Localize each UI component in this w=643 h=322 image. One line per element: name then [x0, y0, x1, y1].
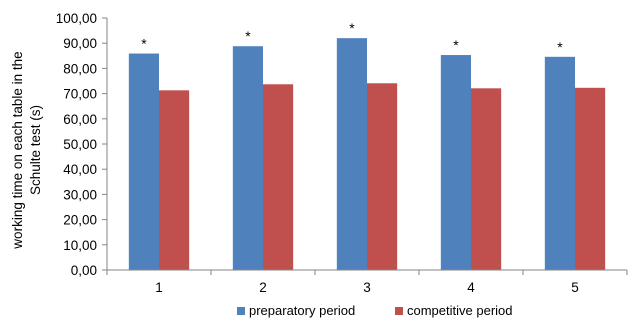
bar-competitive-5	[575, 87, 606, 270]
legend-swatch-preparatory	[237, 307, 245, 315]
bar-preparatory-3	[336, 38, 367, 270]
bar-competitive-2	[263, 84, 294, 270]
bars	[128, 38, 606, 271]
x-tick-label: 1	[155, 280, 163, 295]
y-tick-label: 70,00	[63, 87, 97, 102]
x-tick-label: 5	[571, 280, 579, 295]
bar-preparatory-4	[440, 55, 471, 270]
y-tick-label: 60,00	[63, 112, 97, 127]
x-tick-label: 3	[363, 280, 371, 295]
y-tick-label: 10,00	[63, 238, 97, 253]
significance-marker: *	[141, 36, 147, 52]
significance-marker: *	[453, 37, 459, 53]
y-tick-label: 20,00	[63, 213, 97, 228]
bar-preparatory-2	[232, 46, 263, 270]
y-tick-label: 90,00	[63, 36, 97, 51]
legend-swatch-competitive	[395, 307, 403, 315]
y-tick-label: 40,00	[63, 162, 97, 177]
y-tick-label: 0,00	[71, 263, 97, 278]
y-tick-label: 50,00	[63, 137, 97, 152]
significance-markers: * * * * *	[141, 20, 563, 55]
legend-label-preparatory: preparatory period	[249, 303, 355, 318]
y-tick-label: 30,00	[63, 187, 97, 202]
x-axis-ticks: 1 2 3 4 5	[106, 270, 628, 295]
y-axis-title-line-1: working time on each table in the	[10, 51, 25, 249]
bar-preparatory-5	[544, 56, 575, 270]
bar-competitive-4	[471, 88, 502, 270]
significance-marker: *	[245, 28, 251, 44]
bar-competitive-1	[159, 90, 190, 270]
y-axis-title: working time on each table in the Schult…	[10, 51, 43, 249]
y-tick-label: 80,00	[63, 61, 97, 76]
y-tick-label: 100,00	[56, 11, 97, 26]
x-tick-label: 4	[467, 280, 475, 295]
significance-marker: *	[349, 20, 355, 36]
x-tick-label: 2	[259, 280, 267, 295]
bar-preparatory-1	[128, 53, 159, 271]
significance-marker: *	[557, 39, 563, 55]
legend-label-competitive: competitive period	[407, 303, 513, 318]
bar-competitive-3	[367, 83, 398, 270]
y-axis-ticks: 0,00 10,00 20,00 30,00 40,00 50,00 60,00 70,00 8…	[56, 11, 107, 278]
y-axis-title-line-2: Schulte test (s)	[28, 105, 43, 195]
legend: preparatory period competitive period	[237, 303, 513, 318]
